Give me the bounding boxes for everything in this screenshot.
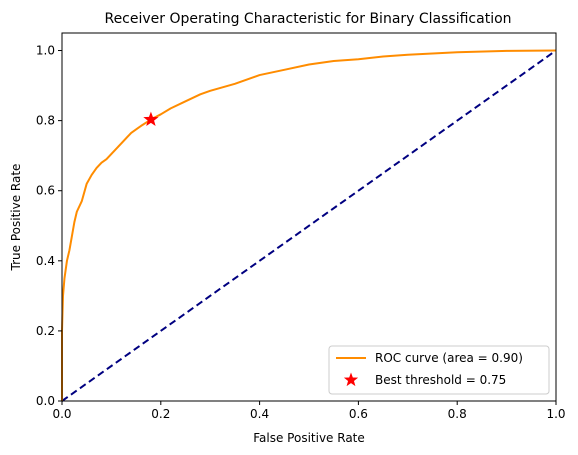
y-tick-label: 0.6 xyxy=(36,184,55,198)
x-tick-label: 0.8 xyxy=(448,407,467,421)
best-threshold-star-marker xyxy=(143,111,159,127)
y-tick-label: 0.2 xyxy=(36,324,55,338)
x-tick-label: 0.2 xyxy=(151,407,170,421)
x-tick-label: 0.4 xyxy=(250,407,269,421)
axes-frame xyxy=(61,32,557,402)
legend-star-icon xyxy=(343,372,359,387)
x-tick-label: 1.0 xyxy=(546,407,565,421)
legend-threshold-label: Best threshold = 0.75 xyxy=(375,373,506,387)
legend-roc-label: ROC curve (area = 0.90) xyxy=(375,351,523,365)
legend-box xyxy=(328,345,550,395)
chance-diagonal-line xyxy=(61,49,557,402)
y-tick-label: 1.0 xyxy=(36,44,55,58)
y-axis-label: True Positive Rate xyxy=(9,164,23,272)
legend: ROC curve (area = 0.90) Best threshold =… xyxy=(328,345,550,395)
x-axis-ticks: 0.0 0.2 0.4 0.6 0.8 1.0 xyxy=(52,401,566,421)
x-axis-label: False Positive Rate xyxy=(253,431,365,445)
x-tick-label: 0.6 xyxy=(349,407,368,421)
chart-title: Receiver Operating Characteristic for Bi… xyxy=(104,11,511,27)
roc-curve-line xyxy=(61,49,557,401)
y-tick-label: 0.4 xyxy=(36,254,55,268)
y-axis-ticks: 0.0 0.2 0.4 0.6 0.8 1.0 xyxy=(36,44,62,408)
plot-area xyxy=(61,49,557,402)
y-tick-label: 0.8 xyxy=(36,114,55,128)
x-tick-label: 0.0 xyxy=(52,407,71,421)
y-tick-label: 0.0 xyxy=(36,394,55,408)
